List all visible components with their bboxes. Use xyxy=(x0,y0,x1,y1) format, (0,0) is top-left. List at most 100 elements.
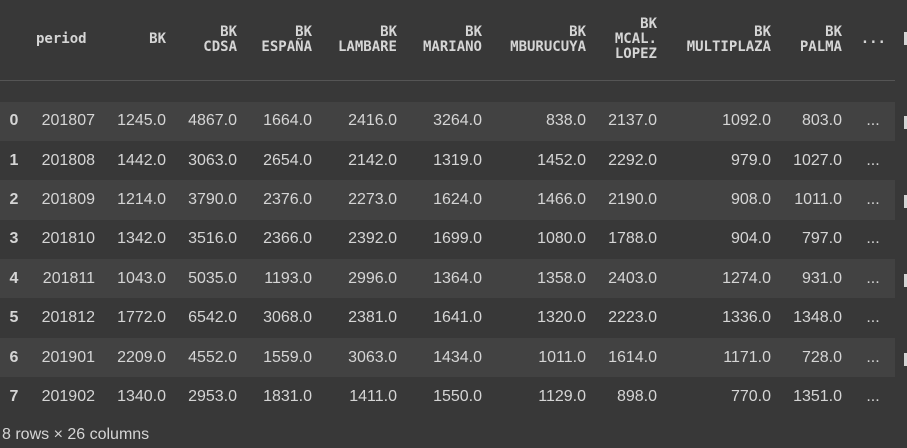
cell-bk-lambare: 2273.0 xyxy=(321,180,406,220)
cell-ellipsis: ... xyxy=(851,337,895,378)
table-row: 3 201810 1342.0 3516.0 2366.0 2392.0 1699.0 108… xyxy=(0,219,895,260)
cell-bk-palma: 803.0 xyxy=(780,101,851,141)
cell-bk-lambare: 2996.0 xyxy=(321,259,406,299)
cell-bk-multiplaza: 1171.0 xyxy=(666,337,780,378)
cell-bk-mariano: 1319.0 xyxy=(406,140,491,181)
cell-bk-palma: 931.0 xyxy=(780,259,851,299)
cell-index: 3 xyxy=(0,219,28,260)
cell-bk-multiplaza: 1092.0 xyxy=(666,101,780,141)
cell-index: 4 xyxy=(0,259,28,299)
table-row: 1 201808 1442.0 3063.0 2654.0 2142.0 1319.0 145… xyxy=(0,140,895,181)
cell-bk-mburucuya: 1011.0 xyxy=(491,337,595,378)
cell-ellipsis: ... xyxy=(851,180,895,220)
cell-bk-palma: 1027.0 xyxy=(780,140,851,181)
cell-bk-espana: 1193.0 xyxy=(246,259,321,299)
cell-bk-lambare: 2381.0 xyxy=(321,298,406,338)
cell-bk-mcal-lopez: 1788.0 xyxy=(595,219,666,260)
cell-bk: 1442.0 xyxy=(104,140,175,181)
cell-period: 201811 xyxy=(28,259,104,299)
cell-bk-multiplaza: 979.0 xyxy=(666,140,780,181)
cell-period: 201901 xyxy=(28,337,104,378)
cell-ellipsis: ... xyxy=(851,219,895,260)
cell-bk-espana: 2654.0 xyxy=(246,140,321,181)
cell-bk-lambare: 2392.0 xyxy=(321,219,406,260)
cell-period: 201807 xyxy=(28,101,104,141)
cell-period: 201810 xyxy=(28,219,104,260)
table-row: 4 201811 1043.0 5035.0 1193.0 2996.0 1364.0 135… xyxy=(0,259,895,299)
cell-bk-cdsa: 3063.0 xyxy=(175,140,246,181)
cell-bk-palma: 1348.0 xyxy=(780,298,851,338)
scroll-edge-marker xyxy=(904,116,907,129)
cell-period: 201812 xyxy=(28,298,104,338)
cell-bk-mariano: 1641.0 xyxy=(406,298,491,338)
column-header-bk-cdsa: BK CDSA xyxy=(175,0,246,81)
cell-bk-espana: 3068.0 xyxy=(246,298,321,338)
cell-bk-mburucuya: 838.0 xyxy=(491,101,595,141)
cell-bk-mcal-lopez: 1614.0 xyxy=(595,337,666,378)
column-header-bk-multiplaza: BK MULTIPLAZA xyxy=(666,0,780,81)
column-header-period: period xyxy=(28,0,104,81)
cell-bk-cdsa: 4552.0 xyxy=(175,337,246,378)
table-row: 6 201901 2209.0 4552.0 1559.0 3063.0 1434.0 101… xyxy=(0,337,895,378)
column-header-bk-mburucuya: BK MBURUCUYA xyxy=(491,0,595,81)
table-row: 5 201812 1772.0 6542.0 3068.0 2381.0 1641.0 132… xyxy=(0,298,895,338)
column-header-bk-mcal-lopez: BK MCAL. LOPEZ xyxy=(595,0,666,81)
scroll-edge-marker xyxy=(904,353,907,366)
cell-bk-espana: 1664.0 xyxy=(246,101,321,141)
cell-bk-mcal-lopez: 2137.0 xyxy=(595,101,666,141)
cell-bk-cdsa: 5035.0 xyxy=(175,259,246,299)
cell-bk-palma: 797.0 xyxy=(780,219,851,260)
cell-period: 201809 xyxy=(28,180,104,220)
column-header-bk-espana: BK ESPAÑA xyxy=(246,0,321,81)
table-row: 7 201902 1340.0 2953.0 1831.0 1411.0 1550.0 112… xyxy=(0,377,895,417)
cell-bk: 1214.0 xyxy=(104,180,175,220)
cell-bk-lambare: 1411.0 xyxy=(321,377,406,417)
scroll-edge-marker xyxy=(904,195,907,208)
cell-ellipsis: ... xyxy=(851,377,895,417)
cell-bk-lambare: 2142.0 xyxy=(321,140,406,181)
cell-bk: 1043.0 xyxy=(104,259,175,299)
cell-bk: 1342.0 xyxy=(104,219,175,260)
cell-bk-espana: 2366.0 xyxy=(246,219,321,260)
cell-bk-lambare: 2416.0 xyxy=(321,101,406,141)
scroll-edge-marker xyxy=(904,32,907,45)
cell-bk-palma: 728.0 xyxy=(780,337,851,378)
cell-bk-mburucuya: 1466.0 xyxy=(491,180,595,220)
header-row: period BK BK CDSA BK ESPAÑA BK LAMBARE B… xyxy=(0,0,895,81)
cell-ellipsis: ... xyxy=(851,101,895,141)
cell-index: 1 xyxy=(0,140,28,181)
cell-index: 7 xyxy=(0,377,28,417)
cell-bk-mariano: 1434.0 xyxy=(406,337,491,378)
scroll-edge-marker xyxy=(904,274,907,287)
cell-bk-mcal-lopez: 898.0 xyxy=(595,377,666,417)
cell-bk-mariano: 1364.0 xyxy=(406,259,491,299)
cell-bk-mcal-lopez: 2190.0 xyxy=(595,180,666,220)
cell-bk-mariano: 3264.0 xyxy=(406,101,491,141)
cell-bk-mburucuya: 1358.0 xyxy=(491,259,595,299)
cell-bk-cdsa: 2953.0 xyxy=(175,377,246,417)
cell-bk: 1340.0 xyxy=(104,377,175,417)
cell-bk-cdsa: 3516.0 xyxy=(175,219,246,260)
cell-bk-multiplaza: 908.0 xyxy=(666,180,780,220)
cell-bk-mcal-lopez: 2223.0 xyxy=(595,298,666,338)
cell-index: 0 xyxy=(0,101,28,141)
dataframe-table: period BK BK CDSA BK ESPAÑA BK LAMBARE B… xyxy=(0,0,895,417)
cell-period: 201808 xyxy=(28,140,104,181)
cell-bk: 1245.0 xyxy=(104,101,175,141)
dataframe-shape-summary: 8 rows × 26 columns xyxy=(2,426,150,443)
table-row: 0 201807 1245.0 4867.0 1664.0 2416.0 3264.0 838… xyxy=(0,101,895,141)
cell-bk-mburucuya: 1320.0 xyxy=(491,298,595,338)
column-header-ellipsis: ... xyxy=(851,0,895,81)
cell-bk-lambare: 3063.0 xyxy=(321,337,406,378)
cell-bk-mariano: 1624.0 xyxy=(406,180,491,220)
cell-bk-mariano: 1550.0 xyxy=(406,377,491,417)
cell-period: 201902 xyxy=(28,377,104,417)
column-header-bk-mariano: BK MARIANO xyxy=(406,0,491,81)
cell-bk-palma: 1351.0 xyxy=(780,377,851,417)
cell-bk-cdsa: 3790.0 xyxy=(175,180,246,220)
cell-bk-espana: 1559.0 xyxy=(246,337,321,378)
cell-bk-cdsa: 6542.0 xyxy=(175,298,246,338)
cell-index: 6 xyxy=(0,337,28,378)
cell-ellipsis: ... xyxy=(851,298,895,338)
column-header-bk-lambare: BK LAMBARE xyxy=(321,0,406,81)
